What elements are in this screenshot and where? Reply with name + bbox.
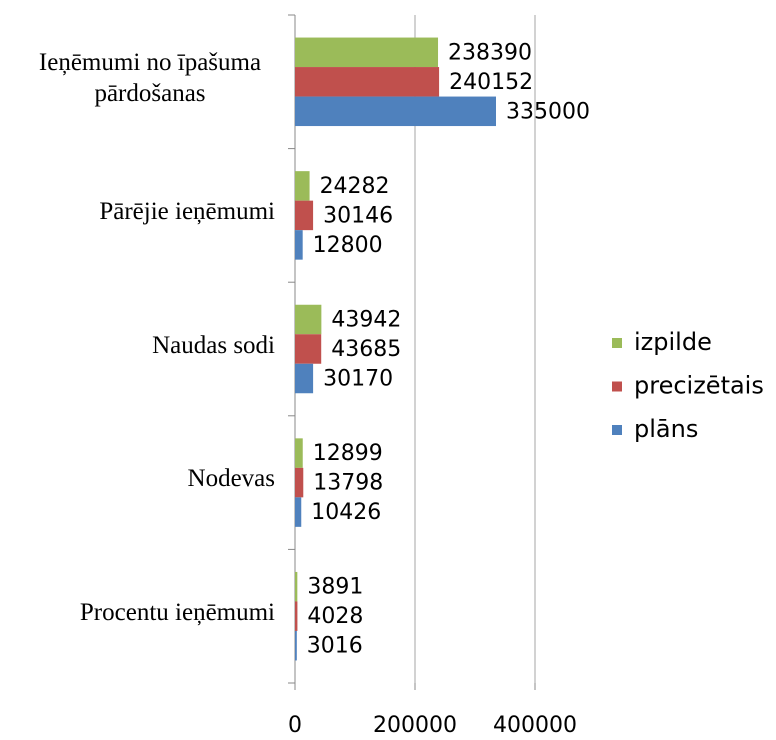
legend-label: izpilde	[634, 328, 712, 356]
y-tick-label: Ieņēmumi no īpašuma pārdošanas	[38, 48, 262, 107]
bar	[295, 467, 304, 498]
legend-swatch	[612, 381, 622, 392]
value-label: 13798	[313, 471, 383, 496]
y-tick-label: Procentu ieņēmumi	[79, 598, 275, 626]
bar	[295, 96, 496, 127]
bar	[295, 171, 310, 201]
bar	[295, 200, 314, 231]
bar	[295, 304, 322, 335]
bar	[295, 363, 314, 394]
value-label: 335000	[506, 99, 590, 124]
value-label: 238390	[448, 40, 532, 65]
bar	[295, 438, 303, 468]
legend-swatch	[612, 425, 622, 435]
bar	[295, 67, 440, 97]
y-tick-label: Naudas sodi	[152, 331, 275, 359]
legend-label: precizētais	[634, 372, 764, 400]
bar	[295, 630, 297, 661]
y-tick-label: Nodevas	[187, 465, 275, 493]
y-tick-label: Pārējie ieņēmumi	[99, 197, 275, 225]
bar	[295, 497, 302, 527]
bar	[295, 37, 439, 68]
x-tick-label: 0	[288, 713, 302, 738]
value-label: 10426	[311, 500, 381, 525]
value-label: 30146	[323, 203, 393, 228]
value-label: 30170	[323, 367, 393, 392]
value-label: 12899	[313, 441, 383, 466]
value-label: 4028	[307, 604, 363, 629]
value-label: 3016	[307, 634, 363, 659]
bar	[295, 601, 298, 631]
legend-swatch	[612, 338, 622, 348]
value-label: 240152	[449, 70, 533, 95]
value-label: 43942	[331, 308, 401, 333]
bar	[295, 571, 298, 602]
x-tick-label: 200000	[373, 713, 457, 738]
value-label: 24282	[320, 174, 390, 199]
x-tick-label: 400000	[493, 713, 577, 738]
value-label: 12800	[313, 233, 383, 258]
bar	[295, 334, 322, 364]
legend-label: plāns	[634, 415, 698, 443]
value-label: 3891	[307, 575, 363, 600]
bar	[295, 230, 303, 260]
value-label: 43685	[331, 337, 401, 362]
